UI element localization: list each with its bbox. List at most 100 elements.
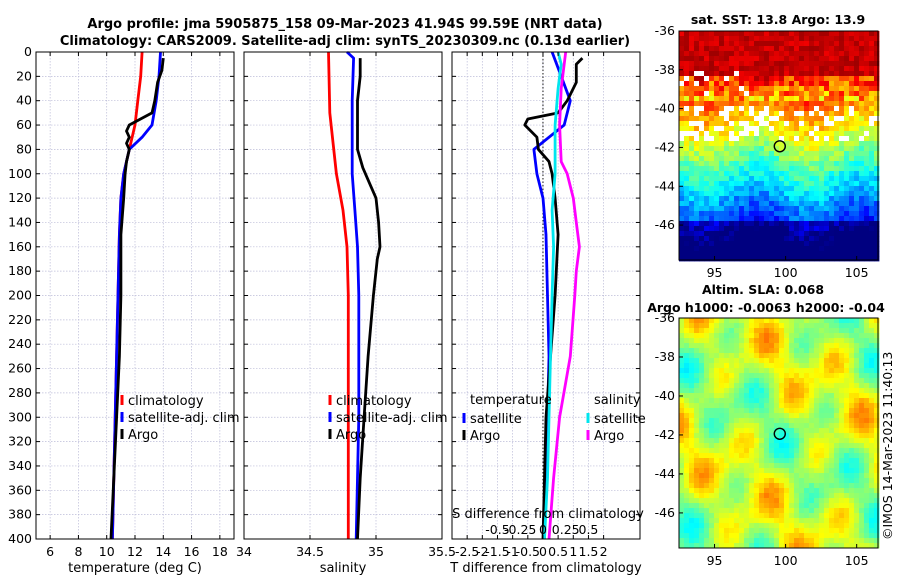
map-cell: [689, 211, 695, 217]
map-cell: [704, 398, 710, 404]
map-cell: [689, 443, 695, 449]
map-cell: [724, 523, 730, 529]
map-cell: [804, 251, 810, 257]
map-cell: [844, 503, 850, 509]
map-cell: [819, 121, 825, 127]
map-cell: [844, 533, 850, 539]
map-cell: [839, 101, 845, 107]
map-cell: [839, 418, 845, 424]
map-cell: [874, 433, 880, 439]
map-cell: [714, 473, 720, 479]
map-cell: [734, 91, 740, 97]
map-cell: [779, 151, 785, 157]
map-cell: [849, 533, 855, 539]
map-cell: [809, 221, 815, 227]
map-cell: [849, 96, 855, 102]
map-cell: [854, 488, 860, 494]
map-cell: [874, 438, 880, 444]
map-cell: [799, 368, 805, 374]
map-cell: [734, 231, 740, 237]
map-cell: [814, 176, 820, 182]
map-cell: [694, 131, 700, 137]
map-cell: [744, 186, 750, 192]
map-cell: [804, 473, 810, 479]
map-cell: [759, 31, 765, 37]
map-cell: [739, 423, 745, 429]
map-cell: [829, 478, 835, 484]
map-cell: [839, 543, 845, 549]
map-cell: [734, 538, 740, 544]
map-cell: [689, 348, 695, 354]
map-cell: [869, 71, 875, 77]
map-cell: [764, 31, 770, 37]
map-cell: [744, 518, 750, 524]
map-cell: [724, 36, 730, 42]
map-cell: [704, 181, 710, 187]
map-cell: [799, 166, 805, 172]
map-cell: [764, 181, 770, 187]
map-cell: [814, 121, 820, 127]
map-cell: [734, 166, 740, 172]
map-cell: [834, 196, 840, 202]
map-cell: [719, 131, 725, 137]
map-cell: [714, 453, 720, 459]
map-cell: [764, 211, 770, 217]
map-cell: [684, 353, 690, 359]
map-cell: [799, 383, 805, 389]
map-cell: [684, 146, 690, 152]
map-cell: [774, 473, 780, 479]
map-cell: [769, 323, 775, 329]
map-cell: [774, 418, 780, 424]
map-cell: [749, 36, 755, 42]
map-cell: [739, 126, 745, 132]
map-cell: [739, 31, 745, 37]
map-cell: [759, 438, 765, 444]
map-cell: [824, 398, 830, 404]
map-cell: [744, 86, 750, 92]
map-cell: [709, 408, 715, 414]
legend-label: Argo: [128, 428, 158, 443]
map-cell: [739, 463, 745, 469]
map-cell: [859, 363, 865, 369]
map-cell: [754, 206, 760, 212]
map-cell: [839, 241, 845, 247]
map-cell: [799, 453, 805, 459]
map-cell: [789, 523, 795, 529]
map-cell: [764, 383, 770, 389]
map-cell: [764, 323, 770, 329]
map-cell: [784, 353, 790, 359]
map-cell: [849, 136, 855, 142]
map-cell: [864, 176, 870, 182]
map-cell: [774, 333, 780, 339]
map-cell: [739, 388, 745, 394]
map-cell: [679, 211, 685, 217]
map-cell: [809, 151, 815, 157]
map-cell: [844, 368, 850, 374]
map-cell: [699, 513, 705, 519]
map-cell: [829, 156, 835, 162]
map-cell: [774, 161, 780, 167]
series-line-t-satellite: [532, 51, 572, 540]
map-cell: [859, 393, 865, 399]
map-cell: [799, 493, 805, 499]
map-cell: [864, 56, 870, 62]
map-cell: [799, 473, 805, 479]
map-cell: [754, 403, 760, 409]
map-cell: [844, 393, 850, 399]
map-cell: [844, 141, 850, 147]
x-tick-label: 95: [707, 553, 723, 568]
map-cell: [739, 328, 745, 334]
map-cell: [694, 136, 700, 142]
map-cell: [869, 383, 875, 389]
map-cell: [744, 76, 750, 82]
map-cell: [774, 41, 780, 47]
map-cell: [789, 51, 795, 57]
map-cell: [839, 31, 845, 37]
map-cell: [744, 36, 750, 42]
map-cell: [769, 71, 775, 77]
map-cell: [704, 518, 710, 524]
map-cell: [724, 151, 730, 157]
map-cell: [759, 121, 765, 127]
map-cell: [839, 111, 845, 117]
map-cell: [789, 488, 795, 494]
